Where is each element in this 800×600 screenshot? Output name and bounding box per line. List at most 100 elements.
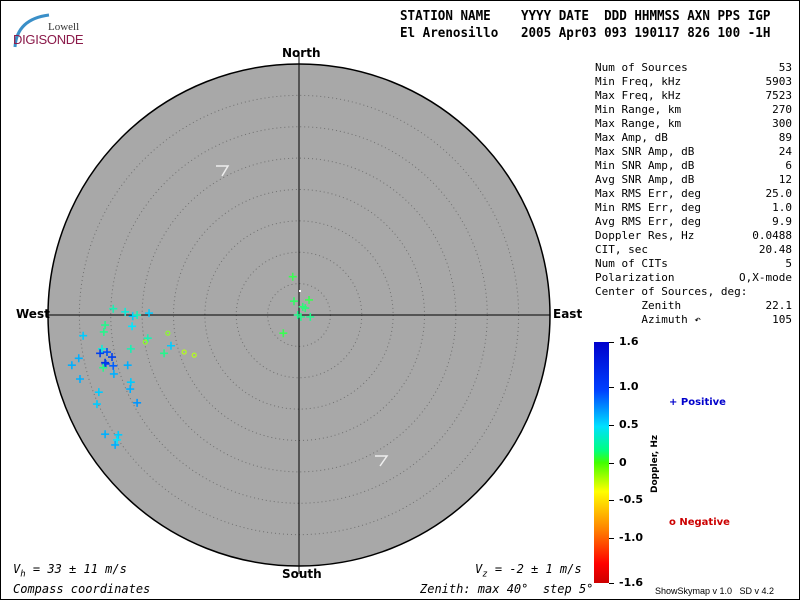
colorbar-tick: 0.5: [619, 417, 639, 431]
stat-value: 1.0: [772, 201, 792, 214]
negative-source-point: [191, 352, 197, 358]
positive-source-point: [114, 430, 123, 439]
positive-source-point: [126, 385, 135, 394]
colorbar-tick: 1.6: [619, 335, 639, 348]
stat-label: Min SNR Amp, dB: [595, 159, 695, 172]
stat-row: Max RMS Err, deg 25.0: [595, 187, 792, 201]
stat-value: 105: [772, 313, 792, 326]
version-label: ShowSkymap v 1.0 SD v 4.2: [655, 586, 775, 596]
colorbar-tick: 0: [619, 455, 627, 469]
stat-label: Num of Sources: [595, 61, 688, 74]
colorbar-tick: -1.6: [619, 576, 644, 589]
positive-source-point: [128, 312, 137, 321]
positive-source-point: [99, 327, 108, 336]
colorbar-tick-mark: [609, 500, 614, 502]
stat-value: 25.0: [765, 187, 793, 200]
stat-label: Max Range, km: [595, 117, 682, 130]
stat-value: 12: [778, 173, 792, 186]
positive-source-point: [101, 430, 110, 439]
positive-source-point: [92, 400, 101, 409]
stat-label: Max SNR Amp, dB: [595, 145, 695, 158]
positive-source-point: [111, 440, 120, 449]
positive-source-point: [96, 349, 105, 358]
stat-value: 9.9: [772, 215, 792, 228]
marker-glyph: [375, 455, 389, 467]
stat-label: Num of CITs: [595, 257, 668, 270]
stat-value: 20.48: [758, 243, 792, 256]
stat-label: Max Amp, dB: [595, 131, 668, 144]
positive-source-point: [102, 348, 111, 357]
positive-source-point: [296, 312, 305, 321]
legend-negative-label: Negative: [679, 517, 730, 528]
stat-row: Zenith 22.1: [595, 299, 792, 313]
stat-label: Polarization: [595, 271, 675, 284]
stat-row: Azimuth ↶ 105: [595, 313, 792, 327]
label-east: East: [553, 307, 583, 321]
vertical-velocity: Vz = -2 ± 1 m/s: [475, 562, 582, 580]
colorbar-title: Doppler, Hz: [650, 434, 660, 493]
stat-value: 6: [785, 159, 792, 172]
positive-source-point: [109, 369, 118, 378]
stat-label: Max RMS Err, deg: [595, 187, 701, 200]
stat-row: Avg RMS Err, deg 9.9: [595, 215, 792, 229]
positive-source-point: [108, 353, 117, 362]
logo-arc-icon: [13, 13, 50, 48]
header-values: El Arenosillo 2005 Apr03 093 190117 826 …: [400, 25, 771, 41]
positive-source-point: [288, 272, 297, 281]
horizontal-velocity: Vh = 33 ± 11 m/s: [13, 562, 127, 580]
stat-value: 22.1: [765, 299, 793, 312]
positive-source-point: [94, 388, 103, 397]
label-north: North: [282, 46, 321, 60]
positive-source-point: [74, 354, 83, 363]
positive-source-point: [128, 322, 137, 331]
colorbar-tick-mark: [609, 424, 614, 426]
colorbar-tick-mark: [609, 342, 614, 343]
stat-value: 5903: [765, 75, 793, 88]
legend-positive-label: Positive: [680, 397, 726, 408]
legend-negative: o Negative: [669, 517, 730, 528]
stat-label: Max Freq, kHz: [595, 89, 682, 102]
doppler-colorbar: [594, 342, 609, 583]
positive-source-point: [305, 295, 314, 304]
stat-label: Azimuth ↶: [595, 313, 701, 326]
positive-source-point: [97, 344, 106, 353]
stat-value: 24: [778, 145, 792, 158]
positive-source-point: [289, 297, 298, 306]
positive-source-point: [79, 331, 88, 340]
positive-source-point: [123, 361, 132, 370]
skymap-plot: [47, 54, 551, 574]
colorbar-tick: 1.0: [619, 380, 639, 394]
stat-row: Max Freq, kHz 7523: [595, 89, 792, 103]
logo-lowell: Lowell: [48, 21, 80, 33]
colorbar-tick-mark: [609, 537, 614, 539]
stat-row: Avg SNR Amp, dB 12: [595, 173, 792, 187]
logo-digisonde: DIGISONDE: [13, 32, 84, 47]
stat-value: 300: [772, 117, 792, 130]
stat-label: Zenith: [595, 299, 682, 312]
stat-value: 7523: [765, 89, 793, 102]
stat-label: Doppler Res, Hz: [595, 229, 695, 242]
positive-source-point: [145, 309, 154, 318]
colorbar-tick-mark: [609, 583, 614, 584]
positive-source-point: [76, 375, 85, 384]
stat-row: Min SNR Amp, dB 6: [595, 159, 792, 173]
header-labels: STATION NAME YYYY DATE DDD HHMMSS AXN PP…: [400, 8, 771, 24]
stat-row: Min Range, km 270: [595, 103, 792, 117]
stats-panel: Num of Sources 53 Min Freq, kHz 5903 Max Fre…: [595, 61, 792, 327]
stat-row: Max SNR Amp, dB 24: [595, 145, 792, 159]
stat-row: Doppler Res, Hz 0.0488: [595, 229, 792, 243]
stat-row: Num of CITs 5: [595, 257, 792, 271]
stat-row: Polarization O,X-mode: [595, 271, 792, 285]
colorbar-tick-mark: [609, 387, 614, 389]
center-marker: [299, 290, 301, 292]
stat-value: 5: [785, 257, 792, 270]
positive-source-point: [109, 361, 118, 370]
label-south: South: [282, 567, 322, 581]
colorbar-tick-mark: [609, 462, 614, 464]
positive-source-point: [133, 311, 142, 319]
positive-source-point: [133, 398, 142, 407]
stat-label: Avg SNR Amp, dB: [595, 173, 695, 186]
stat-row: Center of Sources, deg:: [595, 285, 792, 299]
negative-source-point: [142, 339, 148, 345]
